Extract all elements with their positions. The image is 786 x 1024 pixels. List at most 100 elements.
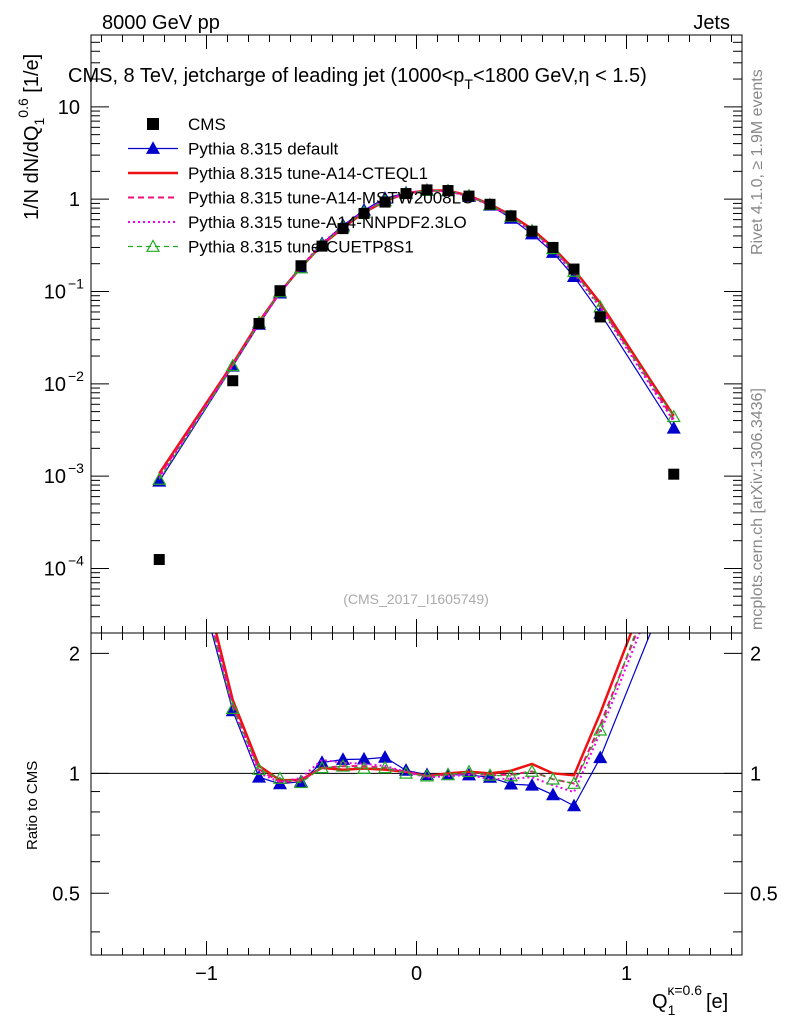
legend-label-cms: CMS: [188, 115, 226, 134]
legend: CMS Pythia 8.315 default Pythia 8.315 tune…: [128, 115, 474, 257]
series-line-pythia-8-315-default: [158, 189, 675, 482]
ratio-point-pythia-8-315-default: [377, 750, 393, 763]
data-point-cms: [316, 240, 328, 252]
legend-marker-cms: [147, 118, 159, 130]
x-tick-label: −1: [195, 963, 218, 985]
ratio-point-pythia-8-315-tune-cuetp8s1: [593, 722, 608, 736]
ratio-point-pythia-8-315-tune-cuetp8s1: [524, 764, 540, 777]
data-point-cms: [442, 185, 454, 197]
data-point-cms: [295, 260, 307, 272]
y-tick-label: 10: [44, 558, 66, 580]
legend-label-pythia-8-315-tune-a14-nnpdf2-3lo: Pythia 8.315 tune-A14-NNPDF2.3LO: [188, 213, 467, 232]
ratio-point-pythia-8-315-default: [251, 769, 267, 783]
data-point-cms: [505, 210, 517, 222]
ratio-frame: [90, 632, 743, 956]
data-point-cms: [568, 263, 580, 275]
data-point-cms: [421, 184, 433, 196]
ratio-point-pythia-8-315-tune-cuetp8s1: [377, 760, 393, 774]
data-point-cms: [337, 223, 349, 235]
y-tick-label: 10: [58, 97, 80, 119]
ratio-point-pythia-8-315-default: [503, 776, 519, 790]
data-point-cms: [153, 554, 165, 566]
y-tick-label: 1: [69, 189, 80, 211]
ratio-point-pythia-8-315-default: [593, 750, 608, 764]
series-point-pythia-8-315-default: [152, 474, 167, 487]
legend-label-pythia-8-315-tune-a14-cteql1: Pythia 8.315 tune-A14-CTEQL1: [188, 164, 428, 183]
ratio-point-pythia-8-315-tune-cuetp8s1: [545, 771, 561, 785]
ratio-point-pythia-8-315-tune-cuetp8s1: [566, 776, 582, 789]
ratio-y-label: Ratio to CMS: [24, 761, 41, 850]
ratio-point-pythia-8-315-tune-cuetp8s1: [398, 766, 414, 779]
data-point-cms: [463, 190, 475, 202]
ratio-point-pythia-8-315-tune-cuetp8s1: [440, 767, 456, 781]
ratio-y-tick-label-right: 0.5: [750, 883, 778, 905]
ratio-y-tick-label-right: 2: [750, 643, 761, 665]
ratio-y-tick-label: 0.5: [52, 883, 80, 905]
ratio-point-pythia-8-315-tune-cuetp8s1: [503, 768, 519, 782]
analysis-watermark: (CMS_2017_I1605749): [343, 591, 489, 607]
series-point-pythia-8-315-tune-cuetp8s1: [225, 358, 240, 372]
data-point-cms: [253, 318, 265, 330]
y-tick-exponent: −2: [68, 368, 84, 384]
data-point-cms: [358, 207, 370, 219]
chart-title: CMS, 8 TeV, jetcharge of leading jet (10…: [68, 65, 647, 92]
series-line-pythia-8-315-tune-a14-cteql1: [158, 189, 675, 475]
data-point-cms: [594, 311, 606, 323]
y-tick-label: 10: [44, 374, 66, 396]
series-point-pythia-8-315-tune-cuetp8s1: [152, 472, 167, 485]
data-point-cms: [227, 375, 239, 387]
data-point-cms: [400, 188, 412, 200]
ratio-point-pythia-8-315-tune-cuetp8s1: [461, 764, 477, 778]
ratio-point-pythia-8-315-default: [524, 778, 540, 791]
legend-marker-pythia-8-315-default: [145, 141, 161, 154]
legend-label-pythia-8-315-tune-a14-mstw2008lo: Pythia 8.315 tune-A14-MSTW2008LO: [188, 189, 474, 208]
ratio-point-pythia-8-315-tune-cuetp8s1: [419, 768, 435, 782]
ratio-y-tick-label-right: 1: [750, 763, 761, 785]
series-line-pythia-8-315-tune-a14-mstw2008lo: [158, 189, 675, 477]
ratio-point-pythia-8-315-tune-cuetp8s1: [251, 762, 267, 775]
ratio-y-tick-label: 1: [69, 763, 80, 785]
ratio-point-pythia-8-315-default: [545, 787, 561, 801]
series-point-pythia-8-315-tune-cuetp8s1: [666, 409, 681, 423]
ratio-point-pythia-8-315-tune-cuetp8s1: [482, 768, 498, 781]
ratio-point-pythia-8-315-default: [356, 751, 372, 765]
series-point-pythia-8-315-default: [666, 421, 681, 434]
main-curves: [152, 182, 681, 566]
y-axis-label: 1/N dN/dQ10.6 [1/e]: [15, 54, 47, 220]
ratio-curves: [153, 422, 680, 812]
ratio-point-pythia-8-315-default: [668, 569, 680, 580]
energy-label: 8000 GeV pp: [102, 12, 220, 34]
ratio-point-pythia-8-315-tune-cuetp8s1: [153, 422, 165, 433]
ratio-point-pythia-8-315-default: [153, 430, 165, 441]
mcplots-label: mcplots.cern.ch [arXiv:1306.3436]: [749, 388, 766, 630]
legend-marker-pythia-8-315-tune-cuetp8s1: [145, 239, 161, 252]
data-point-cms: [379, 196, 391, 208]
y-tick-exponent: −1: [68, 275, 84, 291]
data-point-cms: [526, 225, 538, 237]
ratio-point-pythia-8-315-tune-cuetp8s1: [356, 761, 372, 774]
legend-label-pythia-8-315-default: Pythia 8.315 default: [188, 140, 339, 159]
x-tick-label: 1: [621, 963, 632, 985]
ratio-point-pythia-8-315-tune-cuetp8s1: [668, 519, 680, 530]
ratio-line-pythia-8-315-tune-a14-nnpdf2-3lo: [212, 633, 641, 794]
ratio-y-tick-label: 2: [69, 643, 80, 665]
series-line-pythia-8-315-tune-cuetp8s1: [158, 189, 675, 480]
ratio-point-pythia-8-315-tune-cuetp8s1: [272, 771, 288, 784]
rivet-label: Rivet 4.1.0, ≥ 1.9M events: [749, 69, 766, 255]
ratio-point-pythia-8-315-tune-cuetp8s1: [335, 759, 351, 772]
series-line-pythia-8-315-tune-a14-nnpdf2-3lo: [158, 189, 675, 479]
legend-label-pythia-8-315-tune-cuetp8s1: Pythia 8.315 tune-CUETP8S1: [188, 238, 414, 257]
data-point-cms: [484, 198, 496, 210]
process-label: Jets: [693, 12, 730, 34]
ratio-point-pythia-8-315-tune-cuetp8s1: [225, 701, 240, 714]
data-point-cms: [274, 285, 286, 297]
y-tick-label: 10: [44, 281, 66, 303]
y-tick-exponent: −4: [68, 552, 84, 568]
data-point-cms: [668, 468, 680, 480]
ratio-point-pythia-8-315-tune-cuetp8s1: [293, 775, 309, 789]
ratio-point-pythia-8-315-default: [566, 798, 582, 812]
y-tick-label: 10: [44, 466, 66, 488]
ratio-point-pythia-8-315-tune-cuetp8s1: [314, 760, 330, 774]
